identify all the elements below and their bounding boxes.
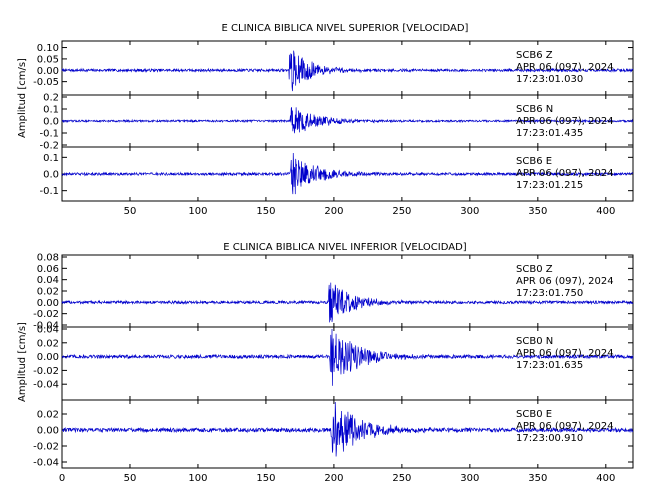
y-tick-label: -0.04 [33,321,59,332]
y-tick-label: 0.04 [37,275,59,286]
panel-superior-ylabel: Amplitud [cm/s] [17,58,28,138]
y-tick-label: 0.05 [37,54,59,65]
x-tick-label: 100 [188,473,207,484]
time-label: 17:23:01.750 [516,288,583,299]
x-tick-label: 350 [528,473,547,484]
y-tick-label: 0.1 [43,105,59,116]
y-tick-label: 0.10 [37,43,59,54]
station-label: SCB6 N [516,104,553,115]
time-label: 17:23:01.030 [516,74,583,85]
y-tick-label: 0.0 [43,170,59,181]
date-label: APR 06 (097), 2024 [516,62,614,73]
y-tick-label: 0.00 [37,426,59,437]
y-tick-label: 0.02 [37,287,59,298]
y-tick-label: 0.02 [37,338,59,349]
time-label: 17:23:01.215 [516,180,583,191]
x-tick-label: 250 [392,206,411,217]
waveform-line [61,401,634,457]
x-tick-label: 50 [124,206,137,217]
y-tick-label: 0.00 [37,352,59,363]
y-tick-label: 0.0 [43,117,59,128]
station-label: SCB6 Z [516,50,553,61]
x-tick-label: 200 [324,473,343,484]
x-tick-label: 400 [596,206,615,217]
panel-superior: E CLINICA BIBLICA NIVEL SUPERIOR [VELOCI… [17,23,634,217]
y-tick-label: 0.04 [37,325,59,336]
date-label: APR 06 (097), 2024 [516,116,614,127]
trace-group: 0.080.060.040.020.00-0.02-0.04 SCB0 ZAPR … [33,253,634,332]
x-tick-label: 150 [256,206,275,217]
x-tick-label: 100 [188,206,207,217]
y-tick-label: -0.02 [33,366,59,377]
y-tick-label: -0.04 [33,458,59,469]
x-tick-label: 250 [392,473,411,484]
y-tick-label: -0.05 [33,77,59,88]
x-tick-label: 300 [460,473,479,484]
date-label: APR 06 (097), 2024 [516,276,614,287]
panel-inferior-xaxis: 0 50 100 150 200 250 300 350 400 [59,473,616,484]
y-tick-label: -0.02 [33,442,59,453]
date-label: APR 06 (097), 2024 [516,348,614,359]
y-tick-label: -0.02 [33,309,59,320]
y-tick-label: 0.00 [37,66,59,77]
trace-frame [61,399,634,469]
x-tick-label: 50 [124,473,137,484]
y-tick-label: 0.08 [37,253,59,264]
x-tick-label: 400 [596,473,615,484]
y-tick-label: 0.2 [43,93,59,104]
y-tick-label: -0.04 [33,380,59,391]
y-tick-label: -0.1 [39,186,59,197]
y-tick-label: -0.1 [39,129,59,140]
x-tick-label: 0 [59,473,65,484]
time-label: 17:23:01.635 [516,360,583,371]
waveform-line [61,328,634,386]
panel-superior-title: E CLINICA BIBLICA NIVEL SUPERIOR [VELOCI… [222,23,469,34]
date-label: APR 06 (097), 2024 [516,421,614,432]
panel-inferior-ylabel: Amplitud [cm/s] [17,322,28,402]
x-tick-label: 300 [460,206,479,217]
y-tick-label: 0.02 [37,410,59,421]
station-label: SCB0 Z [516,264,553,275]
waveform-line [61,152,634,195]
panel-inferior: E CLINICA BIBLICA NIVEL INFERIOR [VELOCI… [17,242,634,484]
panel-superior-xaxis: 50 100 150 200 250 300 350 400 [124,206,616,217]
x-tick-label: 350 [528,206,547,217]
station-label: SCB6 E [516,156,552,167]
waveform-line [61,282,634,323]
y-tick-label: 0.00 [37,298,59,309]
time-label: 17:23:00.910 [516,433,583,444]
waveform-line [61,107,634,134]
y-tick-label: 0.1 [43,153,59,164]
date-label: APR 06 (097), 2024 [516,168,614,179]
x-tick-label: 150 [256,473,275,484]
y-tick-label: 0.06 [37,264,59,275]
waveform-line [61,50,634,92]
station-label: SCB0 E [516,409,552,420]
y-tick-label: -0.2 [39,141,59,152]
x-tick-label: 200 [324,206,343,217]
panel-inferior-title: E CLINICA BIBLICA NIVEL INFERIOR [VELOCI… [223,242,467,253]
station-label: SCB0 N [516,336,553,347]
time-label: 17:23:01.435 [516,128,583,139]
